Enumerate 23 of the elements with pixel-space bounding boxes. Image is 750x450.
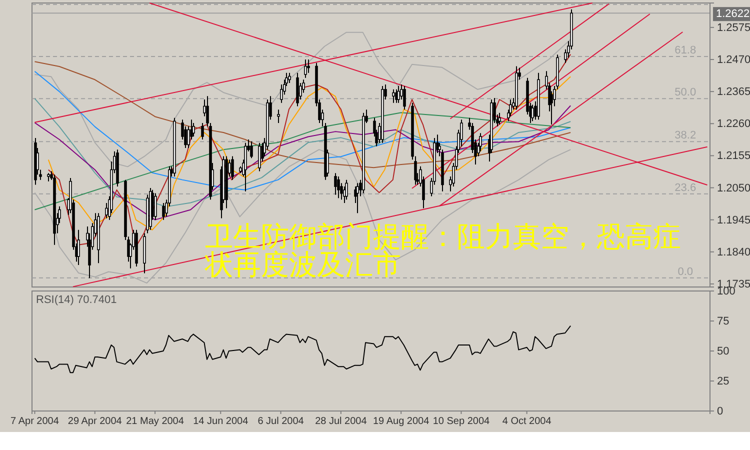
y-tick-label: 1.2365 — [717, 86, 750, 98]
y-tick-label: 50 — [717, 346, 730, 358]
x-tick-label: 28 Jul 2004 — [315, 416, 368, 428]
x-tick-label: 6 Jul 2004 — [258, 416, 304, 428]
y-tick-label: 0 — [717, 406, 724, 418]
y-tick-label: 1.2470 — [717, 54, 750, 66]
y-tick-label: 1.2050 — [717, 182, 750, 194]
y-tick-label: 1.1840 — [717, 246, 750, 258]
x-tick-label: 4 Oct 2004 — [502, 416, 552, 428]
y-tick-label: 1.2155 — [717, 150, 750, 162]
y-tick-label: 1.2575 — [717, 22, 750, 34]
y-tick-label: 1.1945 — [717, 214, 750, 226]
x-tick-label: 14 Jun 2004 — [193, 416, 249, 428]
chart-title: RSI(14) 70.7401 — [36, 294, 117, 306]
x-tick-label: 19 Aug 2004 — [372, 416, 430, 428]
y-tick-label: 75 — [717, 316, 730, 328]
x-tick-label: 10 Sep 2004 — [432, 416, 490, 428]
x-tick-label: 29 Apr 2004 — [68, 416, 122, 428]
y-tick-label: 25 — [717, 376, 730, 388]
x-tick-label: 21 May 2004 — [126, 416, 184, 428]
ref-line-label: 1.2622 — [716, 8, 750, 20]
x-tick-label: 7 Apr 2004 — [10, 416, 60, 428]
y-tick-label: 1.2260 — [717, 118, 750, 130]
